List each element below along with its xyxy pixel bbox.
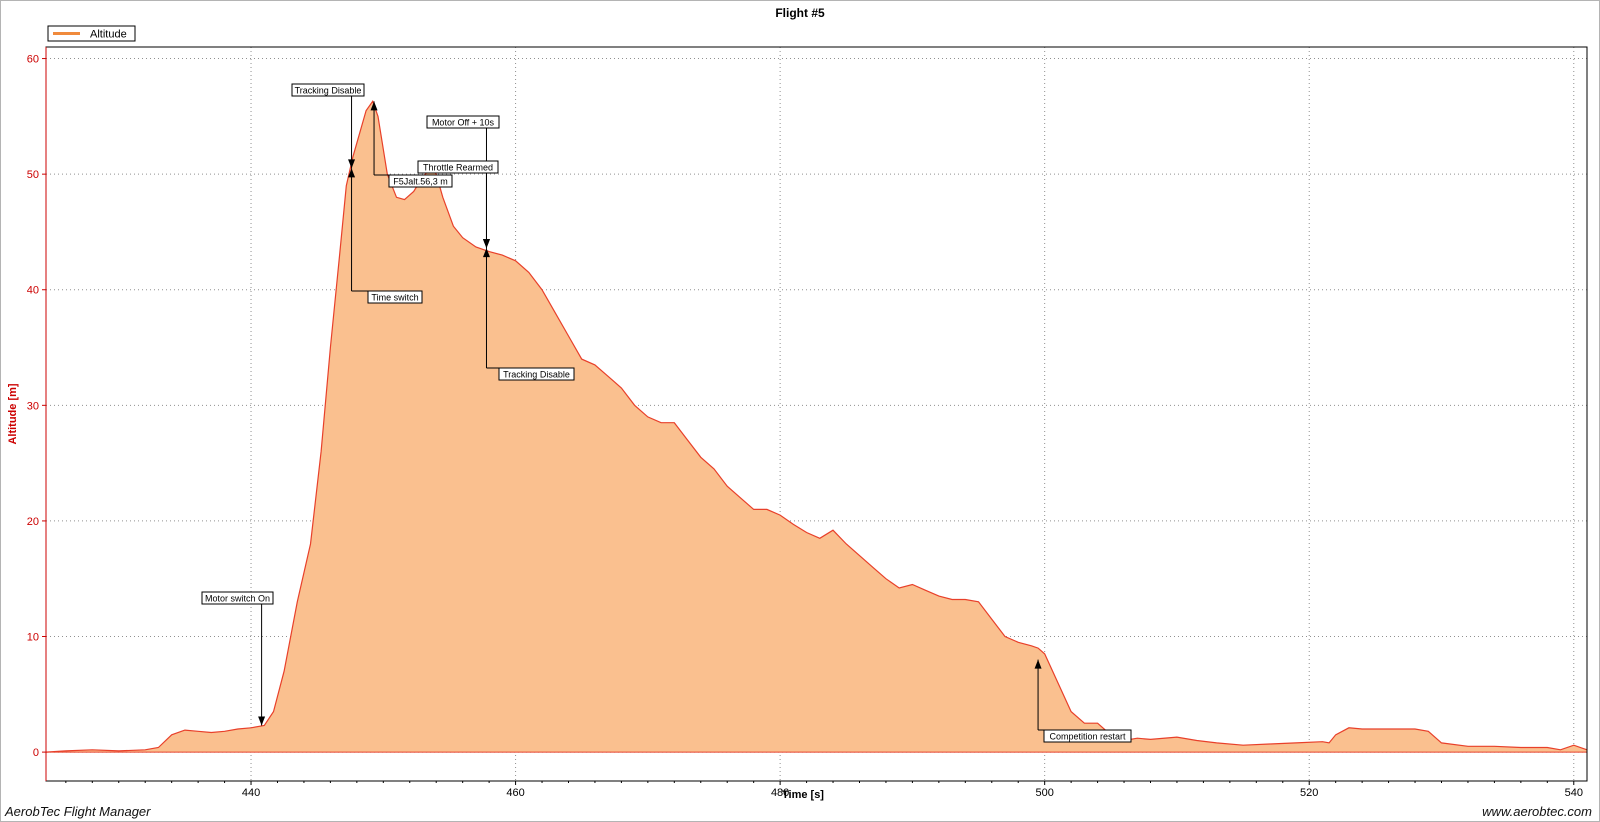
annotation-5: Throttle Rearmed bbox=[417, 160, 499, 249]
annotation-label: Motor Off + 10s bbox=[432, 118, 495, 128]
annotation-3: F5Jalt.56,3 m bbox=[370, 101, 453, 188]
annotation-label: Tracking Disable bbox=[295, 86, 362, 96]
x-axis-title: Time [s] bbox=[782, 789, 824, 801]
annotation-box bbox=[388, 174, 453, 188]
annotation-box bbox=[367, 290, 423, 304]
y-tick-label-3: 30 bbox=[27, 400, 39, 412]
annotation-box bbox=[1043, 729, 1132, 743]
axes bbox=[45, 46, 1588, 782]
annotation-7: Competition restart bbox=[1034, 659, 1132, 743]
annotation-arrow bbox=[348, 168, 356, 178]
altitude-line bbox=[45, 100, 1588, 753]
series-altitude bbox=[45, 100, 1588, 753]
y-axis-title: Altitude [m] bbox=[7, 383, 19, 444]
annotation-label: Time switch bbox=[371, 293, 418, 303]
annotation-box bbox=[201, 591, 274, 605]
annotation-1: Tracking Disable bbox=[291, 83, 365, 169]
legend-label-altitude: Altitude bbox=[90, 29, 127, 41]
x-tick-label-1: 460 bbox=[506, 787, 524, 799]
annotation-box bbox=[291, 83, 365, 97]
annotation-box bbox=[498, 367, 575, 381]
y-tick-label-2: 20 bbox=[27, 516, 39, 528]
y-tick-label-0: 0 bbox=[33, 747, 39, 759]
app-name: AerobTec Flight Manager bbox=[5, 804, 151, 819]
annotation-6: Tracking Disable bbox=[482, 248, 575, 381]
annotation-arrow bbox=[370, 101, 378, 111]
annotations: Motor switch On Tracking Disable Time swit… bbox=[201, 83, 1132, 743]
legend-box bbox=[47, 25, 136, 42]
annotation-label: Competition restart bbox=[1049, 732, 1126, 742]
annotation-box bbox=[417, 160, 499, 174]
annotation-arrow bbox=[1034, 659, 1042, 669]
x-tick-label-2: 480 bbox=[771, 787, 789, 799]
altitude-area-fill bbox=[46, 101, 1587, 753]
annotation-2: Time switch bbox=[348, 168, 423, 304]
x-tick-label-3: 500 bbox=[1035, 787, 1053, 799]
annotation-label: F5Jalt.56,3 m bbox=[393, 177, 448, 187]
legend: Altitude bbox=[47, 25, 136, 42]
x-tick-label-0: 440 bbox=[242, 787, 260, 799]
tick-labels: 0 10 20 30 40 50 60 440 460 480 500 520 540 bbox=[27, 54, 1583, 799]
x-tick-label-5: 540 bbox=[1565, 787, 1583, 799]
annotation-0: Motor switch On bbox=[201, 591, 274, 726]
annotation-label: Motor switch On bbox=[205, 594, 270, 604]
y-tick-label-5: 50 bbox=[27, 169, 39, 181]
y-tick-label-6: 60 bbox=[27, 54, 39, 66]
y-tick-label-1: 10 bbox=[27, 632, 39, 644]
annotation-arrow bbox=[482, 248, 490, 258]
annotation-label: Tracking Disable bbox=[503, 370, 570, 380]
x-tick-label-4: 520 bbox=[1300, 787, 1318, 799]
chart-title: Flight #5 bbox=[775, 6, 825, 20]
website-link[interactable]: www.aerobtec.com bbox=[1482, 804, 1592, 819]
annotation-arrow bbox=[348, 159, 356, 169]
annotation-arrow bbox=[258, 716, 266, 726]
y-tick-label-4: 40 bbox=[27, 285, 39, 297]
annotation-box bbox=[426, 115, 500, 129]
annotation-arrow bbox=[482, 239, 490, 249]
annotation-label: Throttle Rearmed bbox=[423, 163, 493, 173]
